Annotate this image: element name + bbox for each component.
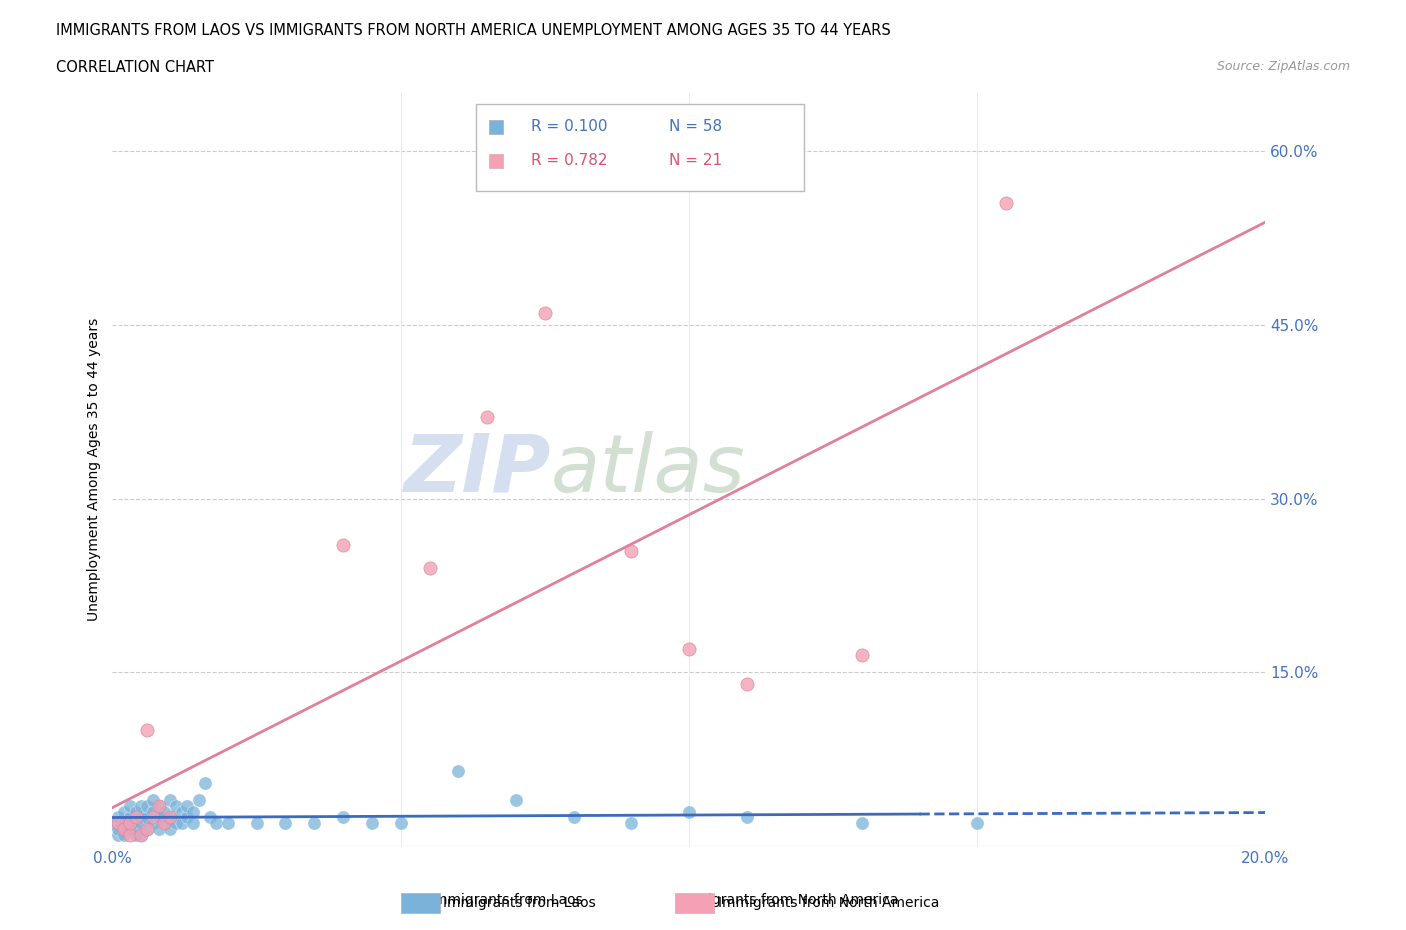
Text: atlas: atlas <box>551 431 745 509</box>
Point <box>678 804 700 819</box>
Point <box>153 816 176 830</box>
Point <box>142 804 165 819</box>
Bar <box>401 893 440 913</box>
Text: Source: ZipAtlas.com: Source: ZipAtlas.com <box>1216 60 1350 73</box>
Point <box>194 775 217 790</box>
Point <box>118 798 141 813</box>
Point <box>620 543 643 558</box>
Point <box>217 816 239 830</box>
Point <box>153 804 176 819</box>
Point <box>165 798 187 813</box>
Point <box>148 821 170 836</box>
Point <box>447 764 470 778</box>
Point <box>562 810 585 825</box>
Point <box>142 816 165 830</box>
Point <box>165 816 187 830</box>
Point <box>129 828 153 843</box>
Point <box>205 816 228 830</box>
Point <box>118 816 141 830</box>
Point <box>124 828 146 843</box>
Point <box>107 810 129 825</box>
Bar <box>675 893 714 913</box>
Text: CORRELATION CHART: CORRELATION CHART <box>56 60 214 75</box>
Point <box>159 810 181 825</box>
Point <box>112 804 135 819</box>
Point <box>332 538 354 552</box>
Point <box>124 804 146 819</box>
Point <box>159 821 181 836</box>
Point <box>118 821 141 836</box>
Point <box>112 828 135 843</box>
Point <box>419 561 441 576</box>
Point <box>200 810 222 825</box>
Point <box>620 816 643 830</box>
Point <box>181 804 204 819</box>
Point <box>274 816 297 830</box>
Y-axis label: Unemployment Among Ages 35 to 44 years: Unemployment Among Ages 35 to 44 years <box>87 318 101 621</box>
Point <box>735 810 758 825</box>
Point <box>136 821 159 836</box>
Point <box>129 816 153 830</box>
Point <box>995 195 1018 210</box>
Point <box>124 816 146 830</box>
Point <box>360 816 382 830</box>
Point <box>159 792 181 807</box>
Point <box>148 810 170 825</box>
Point <box>136 810 159 825</box>
Point <box>170 816 193 830</box>
Point <box>118 810 141 825</box>
Point <box>136 798 159 813</box>
Point <box>533 306 555 321</box>
Point <box>966 816 988 830</box>
Point <box>389 816 412 830</box>
Text: N = 21: N = 21 <box>669 153 723 168</box>
Point <box>107 821 129 836</box>
Point <box>107 816 129 830</box>
Text: Immigrants from North America: Immigrants from North America <box>718 896 939 910</box>
Point <box>136 723 159 737</box>
Point <box>142 810 165 825</box>
Point <box>176 810 198 825</box>
Point <box>188 792 211 807</box>
Text: Immigrants from North America: Immigrants from North America <box>676 893 898 907</box>
Text: N = 58: N = 58 <box>669 119 723 135</box>
Text: IMMIGRANTS FROM LAOS VS IMMIGRANTS FROM NORTH AMERICA UNEMPLOYMENT AMONG AGES 35: IMMIGRANTS FROM LAOS VS IMMIGRANTS FROM … <box>56 23 891 38</box>
Point <box>176 798 198 813</box>
Point <box>170 804 193 819</box>
Point <box>678 642 700 657</box>
Text: R = 0.100: R = 0.100 <box>531 119 607 135</box>
Text: ZIP: ZIP <box>404 431 551 509</box>
Point <box>181 816 204 830</box>
Point <box>851 647 873 662</box>
Point <box>112 816 135 830</box>
Point <box>475 410 498 425</box>
Point <box>851 816 873 830</box>
Point <box>142 792 165 807</box>
Point <box>735 677 758 692</box>
Point <box>129 828 153 843</box>
FancyBboxPatch shape <box>475 104 804 191</box>
Point <box>148 798 170 813</box>
Point <box>505 792 527 807</box>
Point <box>153 816 176 830</box>
Point <box>129 798 153 813</box>
Point <box>112 821 135 836</box>
Point <box>159 810 181 825</box>
Point <box>304 816 326 830</box>
Point <box>332 810 354 825</box>
Point <box>101 816 124 830</box>
Point <box>245 816 267 830</box>
Point <box>124 810 146 825</box>
Point <box>129 810 153 825</box>
Text: Immigrants from Laos: Immigrants from Laos <box>430 893 582 907</box>
Point <box>136 821 159 836</box>
Point <box>148 798 170 813</box>
Point <box>107 828 129 843</box>
Text: Immigrants from Laos: Immigrants from Laos <box>443 896 596 910</box>
Text: R = 0.782: R = 0.782 <box>531 153 607 168</box>
Point <box>118 828 141 843</box>
